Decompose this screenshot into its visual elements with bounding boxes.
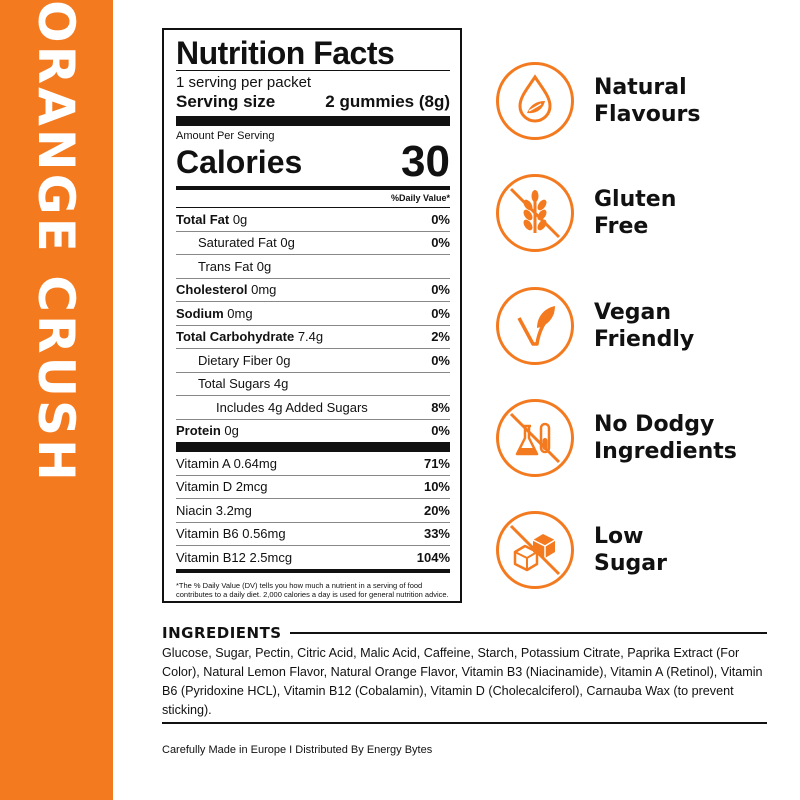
ingredients-title: INGREDIENTS [162,624,282,642]
daily-value-footnote: *The % Daily Value (DV) tells you how mu… [176,580,449,599]
wheat-crossed-icon [496,174,574,252]
nutrition-facts-panel: Nutrition Facts 1 serving per packet Ser… [162,28,462,603]
claim-line2: Sugar [594,551,667,576]
divider-medium [176,568,450,573]
divider-thick [176,442,450,452]
servings-per-container: 1 serving per packet [176,74,312,91]
serving-size: Serving size 2 gummies (8g) [176,92,450,112]
footer-text: Carefully Made in Europe I Distributed B… [162,744,433,756]
claim-line2: Ingredients [594,439,737,464]
plant-sprout-icon [496,287,574,365]
amount-per-serving: Amount Per Serving [176,130,275,142]
vitamin-row: Vitamin B12 2.5mcg 104% [176,545,450,569]
lab-flask-crossed-icon [496,399,574,477]
nutrient-row: Sodium 0mg 0% [176,301,450,325]
vitamin-row: Vitamin D 2mcg 10% [176,474,450,499]
claim-natural-flavours: Natural Flavours [496,62,700,140]
claim-line2: Flavours [594,102,701,127]
nutrient-list: Total Fat 0g 0% Saturated Fat 0g 0% Trans … [176,207,450,442]
vitamin-row: Vitamin A 0.64mg 71% [176,455,450,471]
claim-gluten-free: Gluten Free [496,174,676,252]
calories-value: 30 [401,137,450,186]
nutrition-title: Nutrition Facts [176,35,395,71]
nutrient-row: Total Fat 0g 0% [176,207,450,231]
nutrient-row: Dietary Fiber 0g 0% [176,348,450,372]
divider [289,632,767,634]
daily-value-header: %Daily Value* [390,193,450,203]
claim-line2: Free [594,214,649,239]
claim-line1: No Dodgy [594,412,715,437]
side-band: ORANGE CRUSH [0,0,113,800]
serving-size-value: 2 gummies (8g) [325,92,450,111]
divider-thick [176,116,450,126]
ingredients-text: Glucose, Sugar, Pectin, Citric Acid, Mal… [162,646,763,717]
sugar-cubes-crossed-icon [496,511,574,589]
ingredients-section: INGREDIENTS Glucose, Sugar, Pectin, Citr… [162,624,767,720]
claim-low-sugar: Low Sugar [496,511,667,589]
footer-divider [162,722,767,724]
claim-line1: Gluten [594,187,677,212]
product-name: ORANGE CRUSH [27,0,85,484]
nutrient-row: Trans Fat 0g [176,254,450,278]
nutrient-row: Includes 4g Added Sugars 8% [176,395,450,419]
vitamin-row: Vitamin B6 0.56mg 33% [176,521,450,546]
nutrient-row: Total Sugars 4g [176,371,450,396]
divider [176,70,450,71]
vitamin-list: Vitamin A 0.64mg 71% Vitamin D 2mcg 10% Ni… [176,452,450,569]
calories-row: Calories 30 [176,137,450,186]
serving-size-label: Serving size [176,92,276,111]
claim-line1: Natural [594,75,687,100]
claim-line1: Vegan [594,300,671,325]
nutrient-row: Protein 0g 0% [176,418,450,443]
claim-vegan-friendly: Vegan Friendly [496,287,694,365]
calories-label: Calories [176,144,303,180]
vitamin-row: Niacin 3.2mg 20% [176,498,450,522]
drop-leaf-icon [496,62,574,140]
nutrient-row: Saturated Fat 0g 0% [176,230,450,255]
claim-line2: Friendly [594,327,695,352]
nutrient-row: Cholesterol 0mg 0% [176,277,450,302]
divider-medium [176,186,450,190]
claim-no-dodgy-ingredients: No Dodgy Ingredients [496,399,737,477]
claim-line1: Low [594,524,644,549]
nutrient-row: Total Carbohydrate 7.4g 2% [176,324,450,349]
